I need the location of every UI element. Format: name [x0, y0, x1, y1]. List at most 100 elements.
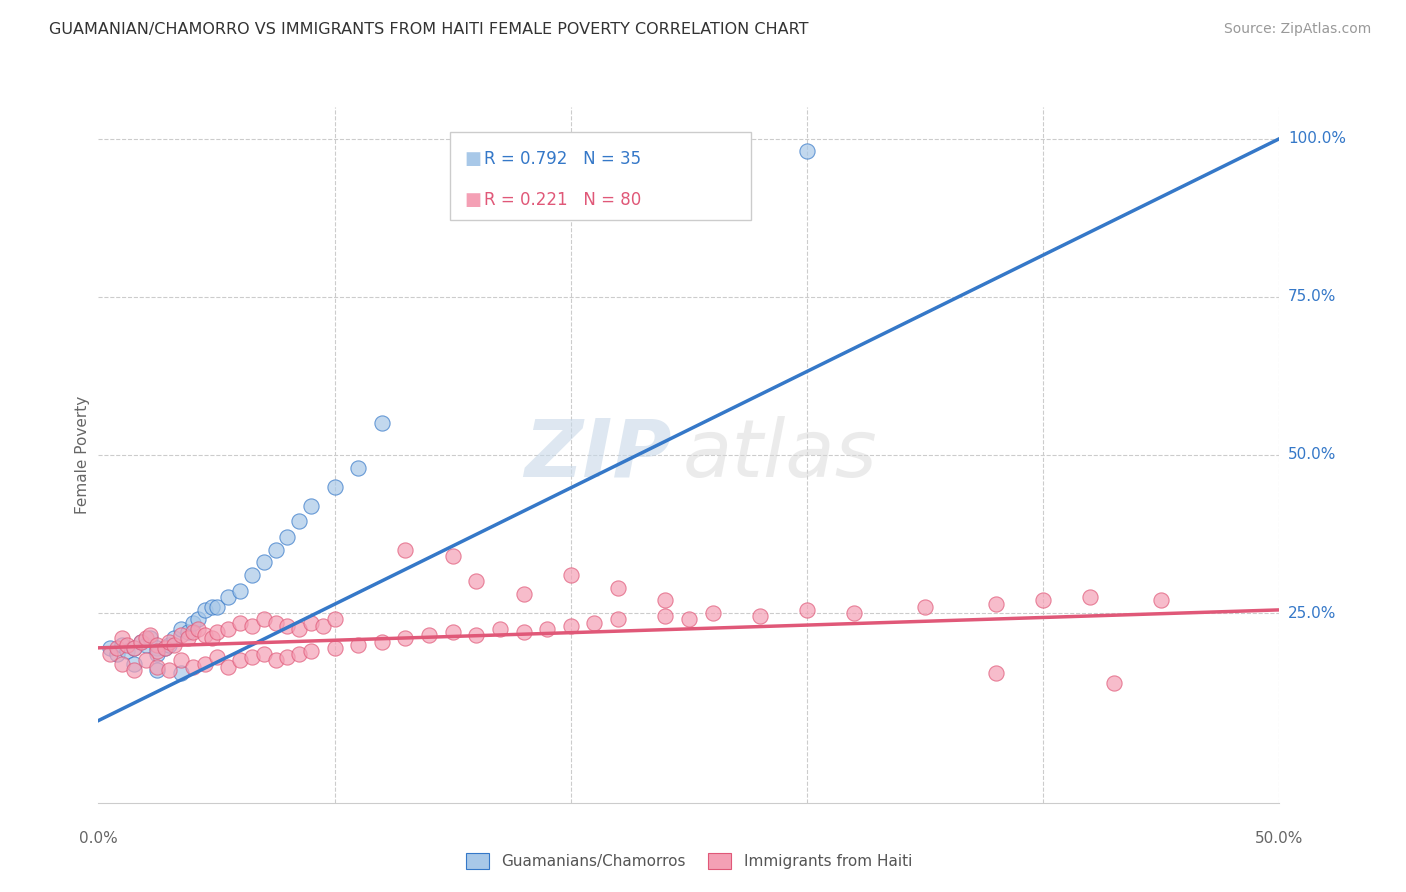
Point [654, 609, 676, 624]
Point [1080, 591, 1102, 605]
Point [984, 597, 1007, 611]
Point [105, 647, 128, 661]
Point [170, 622, 193, 636]
Y-axis label: Female Poverty: Female Poverty [75, 396, 90, 514]
Point [177, 632, 200, 646]
Point [299, 499, 322, 513]
Point [607, 581, 630, 595]
Point [984, 666, 1007, 681]
Point [187, 622, 209, 636]
Point [115, 638, 138, 652]
Point [139, 628, 162, 642]
Point [654, 593, 676, 607]
Point [914, 599, 936, 614]
Point [264, 615, 287, 630]
Text: R = 0.792   N = 35: R = 0.792 N = 35 [484, 150, 641, 168]
Point [702, 606, 724, 620]
Text: ZIP: ZIP [524, 416, 671, 494]
Point [205, 625, 228, 640]
Point [1032, 593, 1054, 607]
Text: atlas: atlas [683, 416, 877, 494]
Text: 50.0%: 50.0% [1288, 448, 1336, 462]
Point [347, 638, 370, 652]
Point [194, 603, 217, 617]
Point [157, 634, 180, 648]
Point [139, 632, 162, 646]
Point [98, 647, 121, 661]
Text: 50.0%: 50.0% [1256, 831, 1303, 847]
Point [1102, 675, 1125, 690]
Point [111, 632, 134, 646]
Point [276, 618, 298, 632]
Point [187, 612, 209, 626]
Point [489, 622, 512, 636]
Text: Source: ZipAtlas.com: Source: ZipAtlas.com [1223, 22, 1371, 37]
Point [170, 653, 193, 667]
Point [217, 660, 239, 674]
Point [264, 653, 287, 667]
Point [276, 530, 298, 544]
Point [299, 615, 322, 630]
Point [157, 663, 180, 677]
Point [115, 644, 138, 658]
Point [678, 612, 700, 626]
Point [394, 542, 416, 557]
Point [288, 514, 311, 528]
Point [560, 618, 582, 632]
Point [153, 640, 176, 655]
Point [371, 417, 394, 431]
Text: 0.0%: 0.0% [79, 831, 118, 847]
Point [135, 638, 157, 652]
Point [323, 612, 346, 626]
Point [201, 599, 224, 614]
Point [323, 640, 346, 655]
Point [796, 603, 818, 617]
Point [217, 622, 239, 636]
Point [312, 618, 335, 632]
Point [98, 640, 121, 655]
Point [129, 634, 152, 648]
Point [111, 638, 134, 652]
Point [122, 663, 145, 677]
Point [146, 638, 169, 652]
Point [240, 650, 263, 665]
Point [122, 657, 145, 671]
Point [170, 666, 193, 681]
Point [288, 647, 311, 661]
Text: ■: ■ [464, 191, 481, 209]
Point [441, 549, 464, 563]
Point [299, 644, 322, 658]
Point [323, 479, 346, 493]
Point [512, 625, 534, 640]
Point [163, 632, 186, 646]
Point [194, 657, 217, 671]
Point [560, 568, 582, 582]
Text: GUAMANIAN/CHAMORRO VS IMMIGRANTS FROM HAITI FEMALE POVERTY CORRELATION CHART: GUAMANIAN/CHAMORRO VS IMMIGRANTS FROM HA… [49, 22, 808, 37]
Point [111, 657, 134, 671]
Point [146, 644, 169, 658]
Point [217, 591, 239, 605]
Point [253, 647, 276, 661]
Point [122, 640, 145, 655]
Point [146, 647, 169, 661]
Point [441, 625, 464, 640]
Point [201, 632, 224, 646]
Point [536, 622, 558, 636]
Point [181, 625, 204, 640]
Point [229, 653, 252, 667]
Point [157, 638, 180, 652]
Text: 100.0%: 100.0% [1288, 131, 1346, 146]
Point [170, 628, 193, 642]
Point [146, 640, 169, 655]
Point [465, 628, 488, 642]
Point [1150, 593, 1173, 607]
Point [607, 612, 630, 626]
Point [253, 612, 276, 626]
Point [253, 556, 276, 570]
Point [135, 653, 157, 667]
Point [129, 634, 152, 648]
Point [347, 460, 370, 475]
Text: R = 0.221   N = 80: R = 0.221 N = 80 [484, 191, 641, 209]
Point [465, 574, 488, 589]
Point [748, 609, 770, 624]
